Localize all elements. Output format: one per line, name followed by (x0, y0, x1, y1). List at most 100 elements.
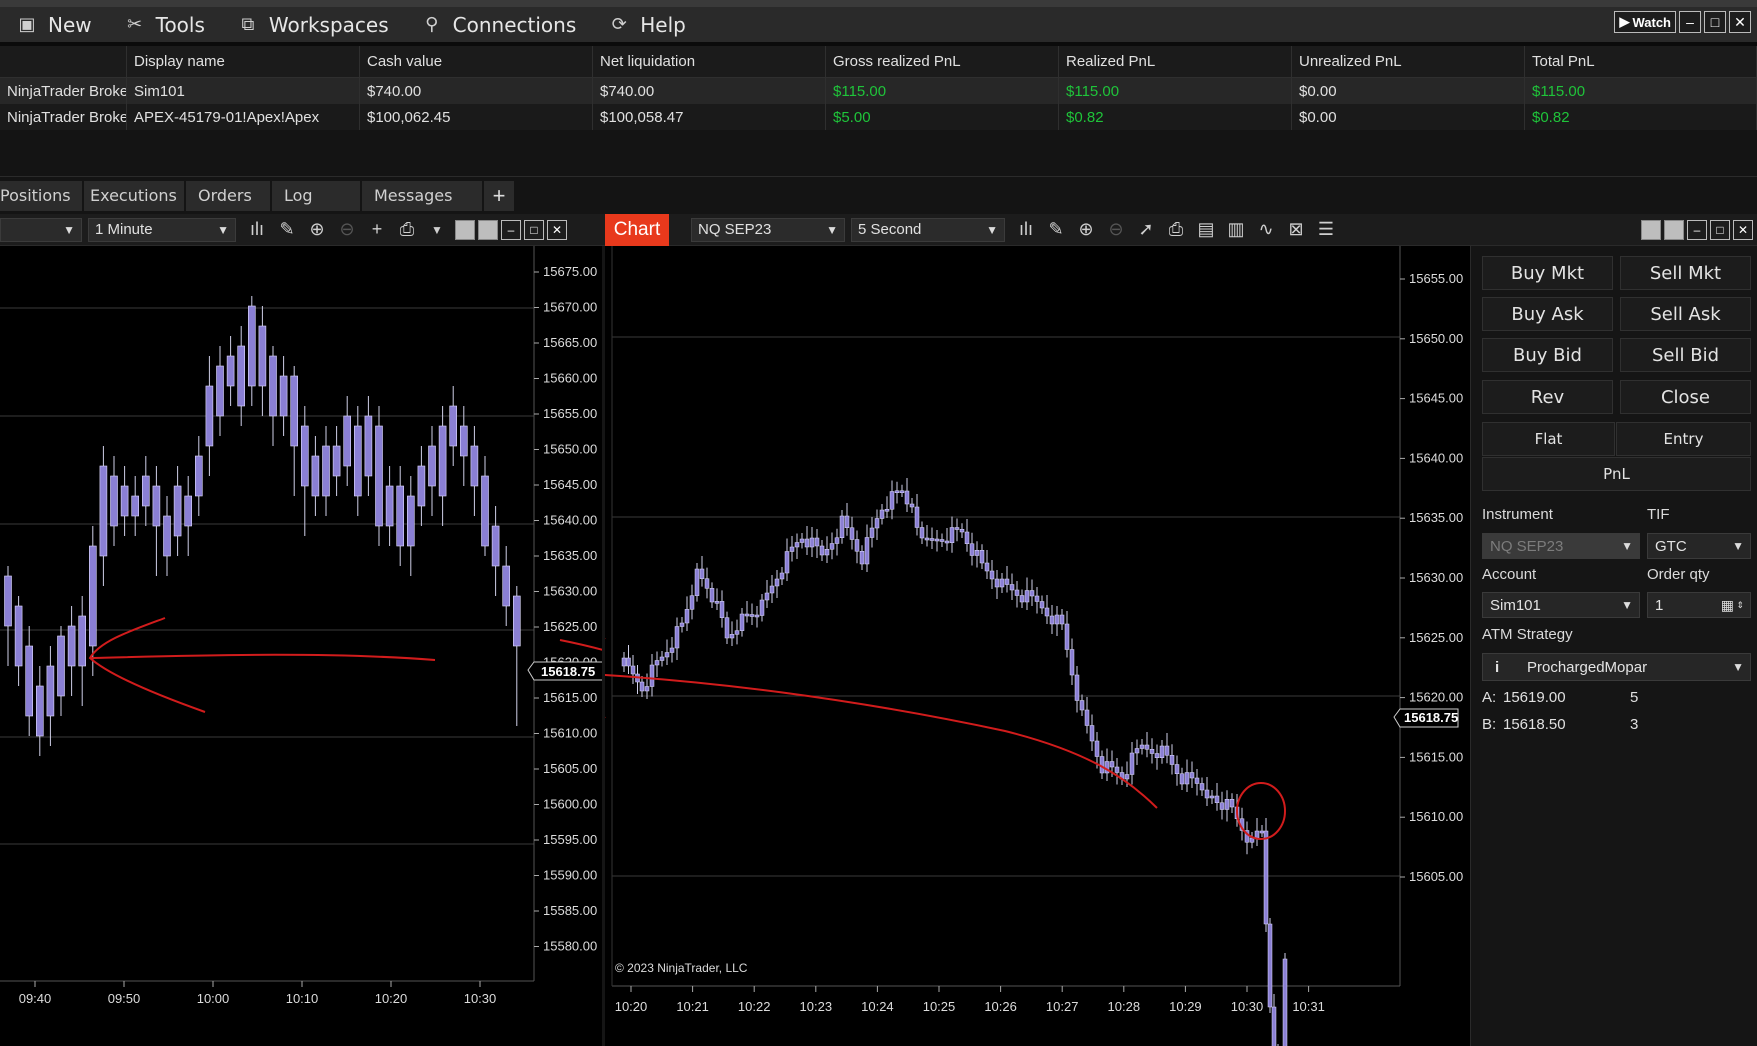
watch-button[interactable]: ▶ Watch (1614, 11, 1676, 33)
table-row[interactable]: NinjaTrader Brokerage Sim101 $740.00 $74… (0, 78, 1757, 104)
reverse-button[interactable]: Rev (1482, 380, 1613, 414)
cell-unrealized-pnl: $0.00 (1292, 78, 1525, 104)
tab-orders[interactable]: Orders (186, 180, 270, 211)
price-bar (739, 613, 745, 631)
maximize-button[interactable]: □ (1710, 219, 1730, 240)
right-interval-select[interactable]: 5 Second ▼ (851, 217, 1005, 242)
close-position-button[interactable]: Close (1620, 380, 1751, 414)
tab-positions[interactable]: Positions (0, 180, 82, 211)
data-box-icon[interactable]: ⎙ (399, 219, 415, 239)
account-select[interactable]: Sim101 ▼ (1482, 592, 1640, 618)
draw-tool-icon[interactable]: ✎ (279, 219, 295, 239)
tab-executions[interactable]: Executions (84, 180, 184, 211)
left-chart-toolbar: ▼ 1 Minute ▼ ılı ✎ ⊕ ⊖ + ⎙ ▼ – □ ✕ (0, 214, 605, 246)
atm-strategy-select[interactable]: i ProchargedMopar ▼ (1482, 653, 1751, 681)
close-button[interactable]: ✕ (1729, 11, 1751, 33)
data-box-icon[interactable]: ⎙ (1168, 219, 1184, 239)
col-header[interactable]: Cash value (360, 46, 593, 77)
table-row[interactable]: NinjaTrader Brokerage APEX-45179-01!Apex… (0, 104, 1757, 130)
y-tick-label: 15630.00 (1409, 570, 1463, 585)
maximize-button[interactable]: □ (1704, 11, 1726, 33)
link-button[interactable] (455, 219, 475, 240)
left-instrument-select[interactable]: ▼ (0, 217, 82, 242)
pointer-icon[interactable]: ➚ (1138, 219, 1154, 239)
tif-select[interactable]: GTC ▼ (1647, 533, 1751, 559)
sell-ask-button[interactable]: Sell Ask (1620, 297, 1751, 331)
close-button[interactable]: ✕ (1733, 219, 1753, 240)
chart-tab[interactable]: Chart (605, 213, 669, 246)
minimize-button[interactable]: – (501, 219, 521, 240)
zoom-out-icon[interactable]: ⊖ (339, 219, 355, 239)
right-chart-toolbar: Chart NQ SEP23 ▼ 5 Second ▼ ılı ✎ ⊕ ⊖ ➚ … (605, 213, 1757, 246)
price-bar (1194, 777, 1200, 784)
properties-icon[interactable]: ☰ (1317, 219, 1335, 239)
menu-help[interactable]: ⟳ Help (592, 7, 702, 42)
col-header[interactable]: Gross realized PnL (826, 46, 1059, 77)
info-icon[interactable]: i (1495, 658, 1500, 676)
link-button[interactable] (1664, 219, 1684, 240)
minimize-button[interactable]: – (1679, 11, 1701, 33)
buy-ask-button[interactable]: Buy Ask (1482, 297, 1613, 331)
price-bar (491, 525, 500, 567)
price-bar (120, 485, 129, 517)
tab-messages[interactable]: Messages (362, 180, 482, 211)
price-bar (67, 625, 76, 667)
instrument-select[interactable]: NQ SEP23 ▼ (1482, 533, 1640, 559)
chart-trader-icon[interactable]: ▤ (1197, 219, 1215, 239)
left-price-chart[interactable]: 15675.00 15670.00 15665.00 15660.00 15655.00… (0, 246, 605, 1046)
price-bar (78, 615, 86, 667)
bar-type-icon[interactable]: ılı (249, 219, 264, 239)
close-button[interactable]: ✕ (547, 219, 567, 240)
left-interval-select[interactable]: 1 Minute ▼ (88, 217, 236, 242)
menu-workspaces[interactable]: ⧉ Workspaces (221, 7, 405, 42)
sell-market-button[interactable]: Sell Mkt (1620, 256, 1751, 290)
indicators-icon[interactable]: ∿ (1258, 219, 1274, 239)
maximize-button[interactable]: □ (524, 219, 544, 240)
buy-bid-button[interactable]: Buy Bid (1482, 338, 1613, 372)
menu-tools[interactable]: ✂ Tools (108, 7, 221, 42)
crosshair-icon[interactable]: + (371, 219, 383, 239)
col-header[interactable] (0, 46, 127, 77)
price-bar (1069, 649, 1075, 676)
spinner-icon[interactable]: ⇕ (1736, 599, 1744, 610)
link-button[interactable] (1641, 219, 1661, 240)
price-bar (99, 465, 108, 557)
price-bar (864, 537, 870, 565)
sell-bid-button[interactable]: Sell Bid (1620, 338, 1751, 372)
price-bar (110, 475, 118, 527)
price-bar (332, 445, 341, 477)
draw-tool-icon[interactable]: ✎ (1048, 219, 1064, 239)
col-header[interactable]: Net liquidation (593, 46, 826, 77)
bar-type-icon[interactable]: ılı (1018, 219, 1033, 239)
calculator-icon[interactable]: ▦ (1720, 596, 1734, 613)
right-instrument-select[interactable]: NQ SEP23 ▼ (691, 217, 845, 242)
zoom-out-icon[interactable]: ⊖ (1108, 219, 1124, 239)
col-header[interactable]: Realized PnL (1059, 46, 1292, 77)
more-options-icon[interactable]: ▼ (431, 222, 443, 237)
add-tab-button[interactable]: + (484, 180, 514, 211)
right-price-chart[interactable]: 15655.00 15650.00 15645.00 15640.00 15635.00… (605, 246, 1470, 1046)
position-entry-label: Entry (1616, 422, 1751, 456)
col-header[interactable]: Unrealized PnL (1292, 46, 1525, 77)
strategies-icon[interactable]: ▥ (1227, 219, 1245, 239)
order-qty-input[interactable]: 1 ▦ ⇕ (1647, 592, 1751, 618)
chevron-down-icon: ▼ (1621, 598, 1633, 612)
zoom-in-icon[interactable]: ⊕ (1078, 219, 1094, 239)
right-chart-panel[interactable]: 15655.00 15650.00 15645.00 15640.00 15635.00… (605, 246, 1470, 1046)
x-tick-label: 10:23 (800, 999, 833, 1014)
link-button[interactable] (478, 219, 498, 240)
minimize-button[interactable]: – (1687, 219, 1707, 240)
tab-log[interactable]: Log (272, 180, 360, 211)
zoom-in-icon[interactable]: ⊕ (309, 219, 325, 239)
buy-market-button[interactable]: Buy Mkt (1482, 256, 1613, 290)
price-bar (1204, 789, 1210, 799)
col-header[interactable]: Total PnL (1525, 46, 1757, 77)
price-bar (994, 578, 1000, 588)
col-header[interactable]: Display name (127, 46, 360, 77)
templates-icon[interactable]: ⊠ (1288, 219, 1304, 239)
menu-connections[interactable]: ⚲ Connections (405, 7, 593, 42)
left-chart-panel[interactable]: 15675.00 15670.00 15665.00 15660.00 15655.00… (0, 246, 605, 1046)
price-bar (934, 538, 940, 542)
menu-new[interactable]: ▣ New (0, 7, 108, 42)
price-bar (89, 545, 97, 647)
